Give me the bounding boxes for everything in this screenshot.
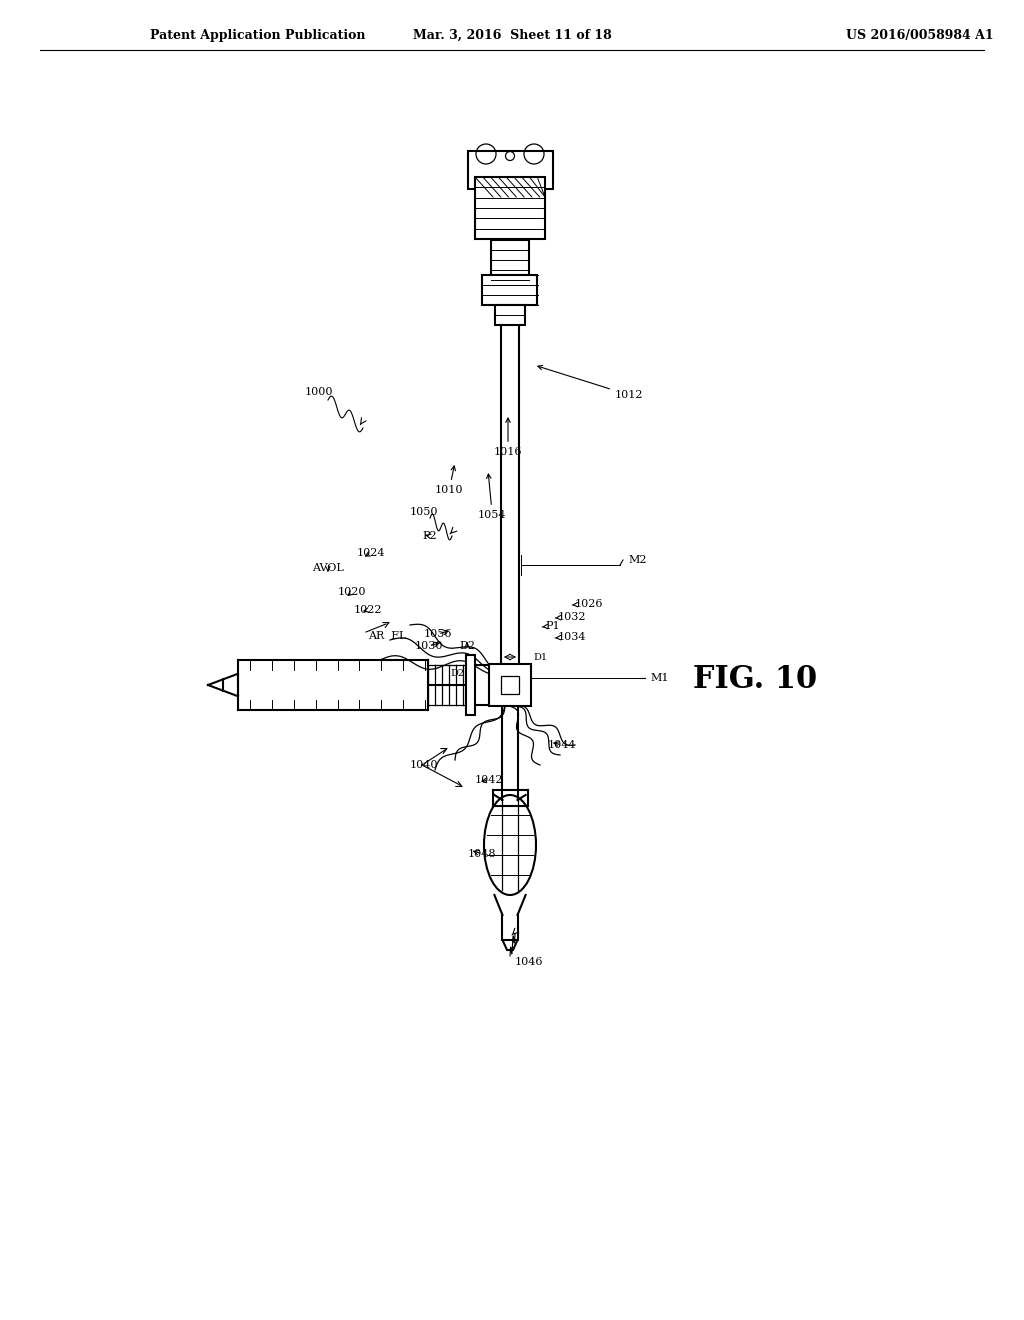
Text: 1026: 1026 (572, 599, 603, 609)
Text: 1046: 1046 (515, 957, 544, 968)
Text: 1054: 1054 (478, 474, 507, 520)
Text: 1034: 1034 (555, 632, 587, 642)
FancyBboxPatch shape (466, 655, 475, 715)
Text: P2: P2 (422, 531, 436, 541)
Text: D2: D2 (451, 668, 465, 677)
Text: AR  FL: AR FL (368, 631, 407, 642)
FancyBboxPatch shape (489, 664, 531, 706)
FancyBboxPatch shape (475, 177, 545, 239)
Text: 1012: 1012 (538, 366, 643, 400)
Text: M1: M1 (650, 673, 669, 682)
Text: Patent Application Publication: Patent Application Publication (150, 29, 366, 41)
FancyBboxPatch shape (468, 150, 553, 189)
Text: 1032: 1032 (555, 612, 587, 622)
Text: D1: D1 (534, 652, 547, 661)
FancyBboxPatch shape (490, 240, 529, 280)
Text: 1024: 1024 (357, 548, 385, 558)
Text: 1044: 1044 (548, 741, 577, 750)
Text: 1048: 1048 (468, 849, 497, 859)
FancyBboxPatch shape (482, 275, 538, 305)
Text: 1056: 1056 (424, 630, 452, 639)
Text: 1050: 1050 (410, 507, 438, 517)
Text: 1016: 1016 (494, 418, 522, 457)
Text: 1030: 1030 (415, 642, 443, 651)
Text: D2: D2 (459, 642, 475, 651)
Text: 1042: 1042 (475, 775, 504, 785)
FancyBboxPatch shape (501, 676, 519, 694)
Text: US 2016/0058984 A1: US 2016/0058984 A1 (846, 29, 994, 41)
Text: 1020: 1020 (338, 587, 367, 597)
Text: 1010: 1010 (435, 466, 464, 495)
Text: AVOL: AVOL (312, 564, 344, 573)
Text: P1: P1 (543, 620, 560, 631)
Text: 1022: 1022 (354, 605, 383, 615)
Text: M2: M2 (628, 554, 646, 565)
Text: Mar. 3, 2016  Sheet 11 of 18: Mar. 3, 2016 Sheet 11 of 18 (413, 29, 611, 41)
FancyBboxPatch shape (495, 305, 525, 325)
Text: FIG. 10: FIG. 10 (693, 664, 817, 696)
Text: 1040: 1040 (410, 760, 438, 770)
Text: 1000: 1000 (305, 387, 334, 397)
